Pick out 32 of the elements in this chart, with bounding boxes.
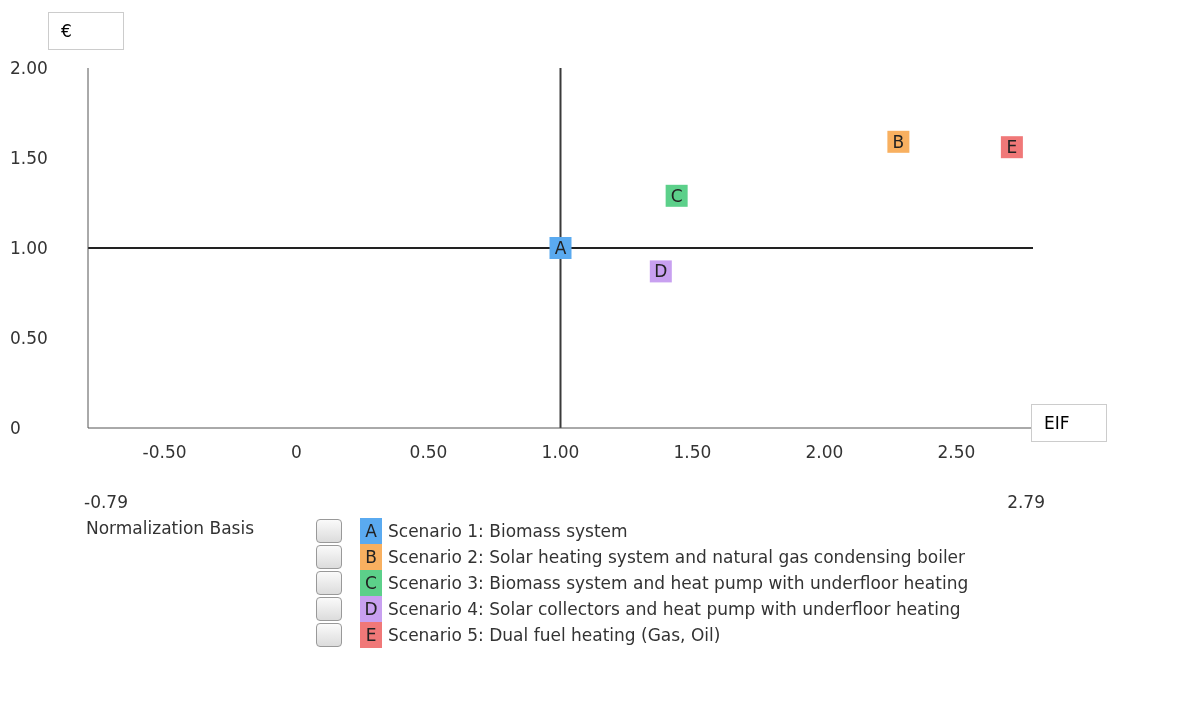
legend-title: Normalization Basis	[86, 518, 256, 540]
text: B	[365, 547, 377, 567]
x-tick-label: 1.50	[673, 442, 712, 463]
x-axis-title: EIF	[1031, 404, 1107, 442]
text: 2.79	[1007, 492, 1045, 512]
text: -0.79	[84, 492, 128, 512]
data-label: E	[1006, 137, 1018, 158]
text: E	[365, 625, 377, 645]
text: C	[365, 573, 377, 593]
y-tick-label: 2.00	[10, 58, 48, 79]
legend-label: Scenario 4: Solar collectors and heat pump with underfloor heating	[388, 599, 961, 619]
y-tick-label: 0	[10, 418, 21, 439]
x-tick-label: 2.00	[805, 442, 844, 463]
text: A	[365, 521, 377, 541]
x-tick-label: -0.50	[142, 442, 187, 463]
y-tick-label: 0.50	[10, 328, 48, 349]
text: D	[364, 599, 378, 619]
x-tick-label: 2.50	[937, 442, 976, 463]
legend-label: Scenario 2: Solar heating system and natural gas condensing boiler	[388, 547, 966, 567]
data-label: B	[892, 131, 905, 152]
y-tick-label: 1.00	[10, 238, 48, 259]
data-label: A	[554, 238, 567, 258]
legend-label: Scenario 1: Biomass system	[388, 521, 628, 541]
legend-label: Scenario 5: Dual fuel heating (Gas, Oil)	[388, 625, 721, 645]
legend-label: Scenario 3: Biomass system and heat pump with underfloor heating	[388, 573, 969, 593]
x-tick-label: 0	[291, 442, 302, 463]
data-label: D	[654, 261, 668, 282]
x-tick-label: 0.50	[409, 442, 448, 463]
data-label: C	[670, 185, 683, 206]
y-axis-title: €	[48, 12, 124, 50]
y-tick-label: 1.50	[10, 148, 48, 169]
x-tick-label: 1.00	[541, 442, 580, 463]
